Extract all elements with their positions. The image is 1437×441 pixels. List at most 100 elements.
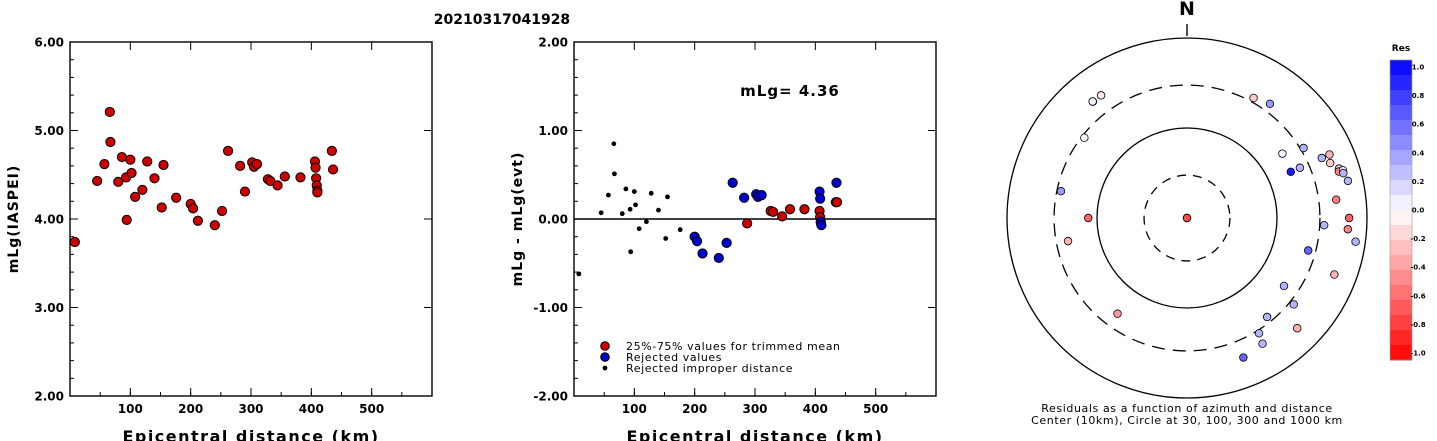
station-residual-point (1056, 187, 1066, 196)
station-residual-point (1343, 176, 1353, 186)
y-tick-label: 4.00 (34, 213, 64, 227)
data-point-red (222, 145, 234, 156)
data-point-blue (727, 177, 738, 188)
legend: 25%-75% values for trimmed meanRejected … (600, 340, 840, 375)
solid-distance-ring (1006, 37, 1368, 399)
north-label: N (1179, 0, 1195, 20)
x-axis-label: Epicentral distance (km) (122, 427, 379, 441)
colorbar-segment (1390, 165, 1412, 181)
colorbar-frame (1389, 59, 1413, 361)
data-point-black-dot (677, 227, 683, 233)
colorbar-tick-label: -0.2 (1410, 235, 1425, 243)
data-point-red (137, 184, 148, 195)
colorbar-tick-label: -1.0 (1410, 350, 1425, 358)
y-tick-label: -1.00 (533, 301, 568, 315)
data-point-blue (697, 248, 708, 259)
colorbar-segment (1390, 105, 1412, 121)
x-tick-label: 500 (863, 402, 888, 416)
colorbar-segment (1390, 255, 1412, 271)
azimuth-residual-polar-plot: N Residuals as a function of azimuth and … (1006, 0, 1368, 427)
data-point-black-dot (656, 207, 661, 213)
x-tick-label: 200 (178, 402, 203, 416)
colorbar-title: Res (1392, 44, 1410, 54)
colorbar-segment (1390, 75, 1412, 91)
station-residual-point (1339, 168, 1348, 178)
colorbar-tick-label: 1.0 (1412, 64, 1425, 72)
data-point-black-dot (663, 236, 669, 241)
data-point-red (265, 175, 276, 187)
x-tick-label: 500 (359, 402, 384, 416)
data-point-red (149, 173, 160, 184)
data-point-red (327, 164, 339, 175)
solid-distance-ring (1096, 127, 1278, 309)
station-residual-point (1279, 281, 1289, 291)
data-point-blue (739, 192, 750, 203)
y-tick-label: 1.00 (538, 124, 568, 138)
data-point-red (192, 215, 204, 226)
data-point-black-dot (631, 189, 637, 194)
data-point-black-dot (598, 210, 604, 216)
data-point-blue (713, 252, 724, 264)
polar-caption-line2: Center (10km), Circle at 30, 100, 300 an… (1031, 414, 1343, 427)
data-point-red (156, 202, 167, 213)
colorbar-segment (1390, 285, 1412, 301)
station-residual-point (1332, 195, 1341, 204)
data-point-red (831, 197, 843, 208)
polar-caption-line1: Residuals as a function of azimuth and d… (1041, 402, 1332, 415)
legend-marker-dot (602, 365, 608, 371)
data-point-red (777, 211, 788, 222)
data-point-blue (721, 237, 732, 248)
station-residual-point (1088, 97, 1097, 106)
magnitude-vs-distance-plot: 100 200 300 400 500 2.00 3.00 4.00 5.00 6.00 Epice… (6, 36, 433, 441)
legend-label: Rejected values (626, 351, 722, 364)
colorbar-segment (1390, 90, 1412, 106)
x-tick-label: 100 (118, 402, 143, 416)
dashed-distance-ring (1053, 84, 1321, 352)
data-point-red (142, 156, 153, 167)
colorbar-segment (1390, 315, 1412, 331)
colorbar-segment (1390, 180, 1412, 196)
x-tick-label: 200 (682, 402, 707, 416)
station-residual-point (1063, 236, 1073, 246)
x-axis-label: Epicentral distance (km) (626, 427, 883, 441)
station-residual-point (1295, 163, 1305, 172)
y-axis-label: mLg(IASPEI) (6, 165, 22, 274)
station-residual-point (1084, 213, 1093, 223)
colorbar-segment (1390, 195, 1412, 211)
data-point-red (742, 218, 753, 229)
data-point-red (171, 192, 182, 203)
data-point-red (768, 206, 779, 218)
y-tick-label: -2.00 (533, 390, 568, 404)
colorbar-segment (1390, 120, 1412, 136)
data-point-red (113, 176, 124, 187)
data-point-red (116, 151, 127, 163)
station-residual-point (1239, 353, 1248, 362)
colorbar-segment (1390, 330, 1412, 346)
data-point-red (310, 162, 321, 173)
data-point-black-dot (665, 194, 670, 200)
colorbar-segment (1390, 150, 1412, 166)
data-point-black-dot (628, 249, 634, 255)
data-point-red (784, 204, 796, 215)
x-tick-label: 400 (299, 402, 324, 416)
data-point-red (99, 159, 110, 170)
data-point-red (326, 145, 337, 156)
x-tick-label: 300 (238, 402, 263, 416)
y-tick-label: 5.00 (34, 124, 64, 138)
data-point-black-dot (611, 141, 617, 147)
data-point-black-dot (633, 202, 638, 208)
x-tick-label: 100 (622, 402, 647, 416)
data-point-black-dot (623, 186, 629, 192)
colorbar-tick-label: -0.4 (1410, 264, 1425, 272)
station-residual-point (1343, 225, 1352, 234)
colorbar-tick-label: 0.0 (1412, 207, 1425, 215)
station-residual-point (1293, 324, 1302, 333)
station-residual-point (1249, 93, 1258, 103)
colorbar-segment (1390, 270, 1412, 286)
figure-title: 20210317041928 (434, 12, 570, 28)
station-residual-point (1319, 220, 1329, 230)
y-tick-label: 6.00 (34, 36, 64, 50)
data-point-blue (831, 177, 842, 188)
data-point-black-dot (644, 219, 649, 225)
colorbar-tick-label: 0.4 (1412, 149, 1425, 157)
